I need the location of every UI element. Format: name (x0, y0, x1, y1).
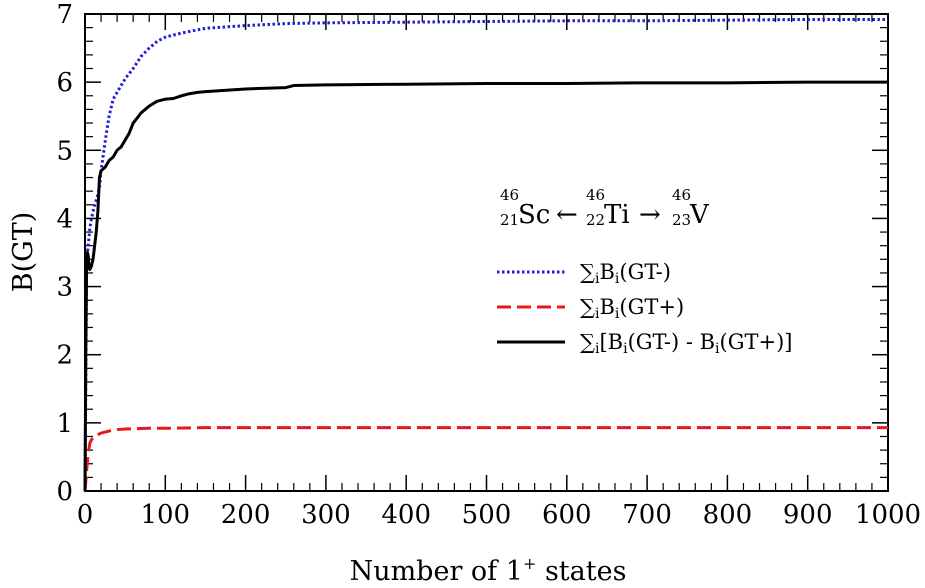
annot-center-charge: 22 (586, 211, 605, 229)
x-tick-label: 300 (301, 500, 351, 530)
annot-left-charge: 21 (500, 211, 519, 229)
x-tick-label: 1000 (855, 500, 921, 530)
x-axis-title-sup: + (523, 554, 536, 573)
x-tick-label: 700 (622, 500, 672, 530)
x-tick-label: 400 (381, 500, 431, 530)
x-tick-label: 200 (221, 500, 271, 530)
annot-right-mass: 46 (672, 186, 691, 204)
y-tick-label: 7 (56, 0, 73, 30)
annot-arrow-right: → (639, 200, 661, 230)
x-tick-label: 0 (77, 500, 94, 530)
y-tick-label: 3 (56, 273, 73, 303)
x-tick-label: 600 (542, 500, 592, 530)
x-tick-label: 100 (140, 500, 190, 530)
annot-arrow-left: ← (556, 200, 578, 230)
annot-center-mass: 46 (586, 186, 605, 204)
y-tick-label: 1 (56, 409, 73, 439)
x-tick-label: 800 (703, 500, 753, 530)
x-axis-title-main: Number of 1 (350, 556, 523, 587)
annot-center-symbol: Ti (604, 200, 630, 230)
annot-left-symbol: Sc (518, 200, 550, 230)
x-tick-label: 900 (783, 500, 833, 530)
x-axis-title-tail: states (536, 556, 626, 587)
legend-label-difference: ∑i[Bi(GT-) - Bi(GT+)] (580, 330, 792, 357)
annot-right-charge: 23 (672, 211, 691, 229)
x-tick-label: 500 (462, 500, 512, 530)
y-tick-label: 5 (56, 136, 73, 166)
y-tick-label: 2 (56, 341, 73, 371)
legend-label-gt-minus: ∑iBi(GT-) (580, 260, 671, 287)
annot-right-symbol: V (689, 200, 710, 230)
y-tick-label: 4 (56, 204, 73, 234)
legend-label-gt-plus: ∑iBi(GT+) (580, 295, 684, 322)
y-tick-label: 0 (56, 477, 73, 507)
x-axis-title: Number of 1+ states (350, 554, 627, 587)
legend: ∑iBi(GT-) ∑iBi(GT+) ∑i[Bi(GT-) - Bi(GT+)… (497, 260, 792, 357)
y-tick-label: 6 (56, 68, 73, 98)
y-axis-title: B(GT) (8, 212, 39, 293)
annot-left-mass: 46 (500, 186, 519, 204)
reaction-annotation: 46 21 Sc ← 46 22 Ti → 46 23 V (500, 186, 710, 230)
series-gt-plus-line (83, 426, 888, 492)
series-lines (83, 17, 888, 492)
plot-frame (84, 13, 889, 492)
series-difference-line (83, 80, 888, 492)
